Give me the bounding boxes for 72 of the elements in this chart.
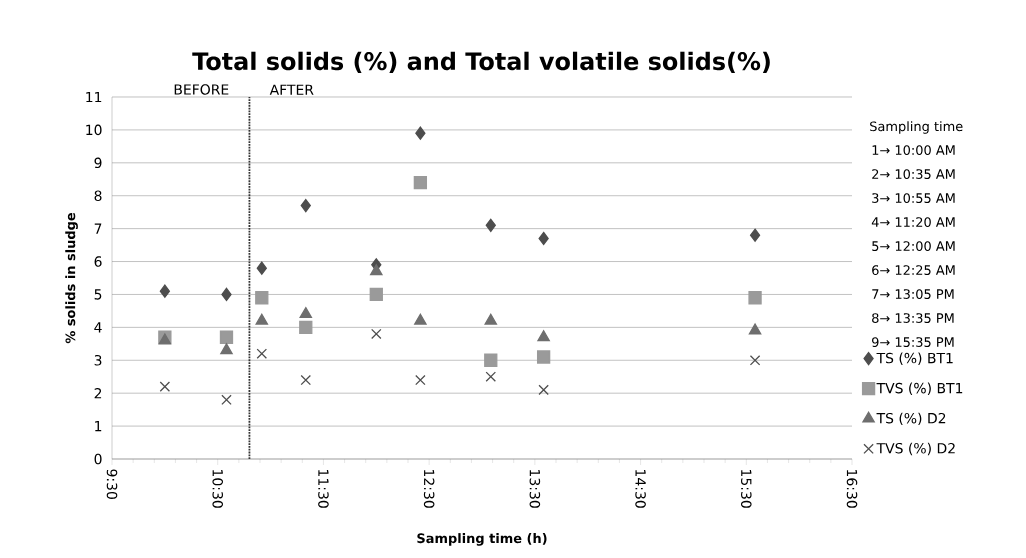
text: AFTER [269,84,314,95]
text: Sampling time [870,121,963,134]
x-tick-label: 15:30 [741,470,752,508]
text: 5→ 12:00 AM [872,241,955,251]
point [159,284,171,298]
y-tick-label: 10 [86,124,102,136]
chart-title: Total solids (%) and Total volatile solids(%) [192,51,770,74]
y-tick-label: 1 [95,421,102,432]
point [415,374,426,386]
point [748,291,762,305]
y-tick-label: 7 [94,223,102,234]
x-tick-label: 10:30 [212,470,223,508]
x-tick-label: 9:30 [106,469,118,499]
point [220,343,233,355]
y-tick-label: 3 [94,354,102,366]
x-axis-title: Sampling time (h) [417,533,547,546]
point [413,175,428,190]
point [414,313,427,325]
point [536,350,551,364]
point [256,261,267,275]
x-tick-label: 12:30 [423,470,435,508]
text: BEFORE [174,84,229,95]
y-tick-label: 8 [94,190,102,202]
point [299,307,313,319]
point [299,320,313,335]
point [415,126,426,140]
point [537,330,550,342]
text: 2→ 10:35 AM [872,169,955,179]
text: 3→ 10:55 AM [872,193,955,203]
point [370,264,383,276]
y-tick-label: 9 [94,157,102,169]
point [749,228,761,242]
point [255,313,269,325]
text: 8→ 13:35 PM [872,313,954,323]
x-tick-label: 13:30 [529,470,541,508]
legend-label: TS (%) BT1 [876,352,953,365]
text: 6→ 12:25 AM [872,265,955,275]
point [485,371,497,382]
y-tick-label: 4 [94,322,102,333]
point [221,287,232,302]
point [371,328,382,340]
point [219,330,234,344]
y-tick-label: 2 [94,388,102,399]
point [255,291,269,305]
point [484,313,498,325]
point [748,323,762,335]
y-tick-label: 5 [94,289,102,300]
x-tick-label: 14:30 [635,470,646,508]
point [749,355,761,366]
text: 9→ 15:35 PM [872,337,954,347]
point [485,218,496,232]
point [538,231,549,246]
point [538,384,549,396]
legend-label: TVS (%) BT1 [876,382,963,396]
text: 7→ 13:05 PM [872,289,954,299]
y-axis-title: % solids in sludge [65,212,78,344]
text: 4→ 11:20 AM [871,217,955,227]
y-tick-label: 11 [86,91,102,103]
legend-label: TS (%) D2 [876,412,946,426]
y-tick-label: 6 [94,256,102,267]
text: 1→ 10:00 AM [872,145,955,155]
point [221,394,232,406]
point [300,198,311,213]
point [159,381,171,392]
point [256,348,268,359]
point [484,353,498,367]
point [369,287,383,302]
legend-label: TVS (%) D2 [876,442,955,456]
y-tick-label: 0 [94,453,102,465]
x-tick-label: 11:30 [318,470,329,508]
x-tick-label: 16:30 [846,470,858,508]
point [300,374,312,386]
